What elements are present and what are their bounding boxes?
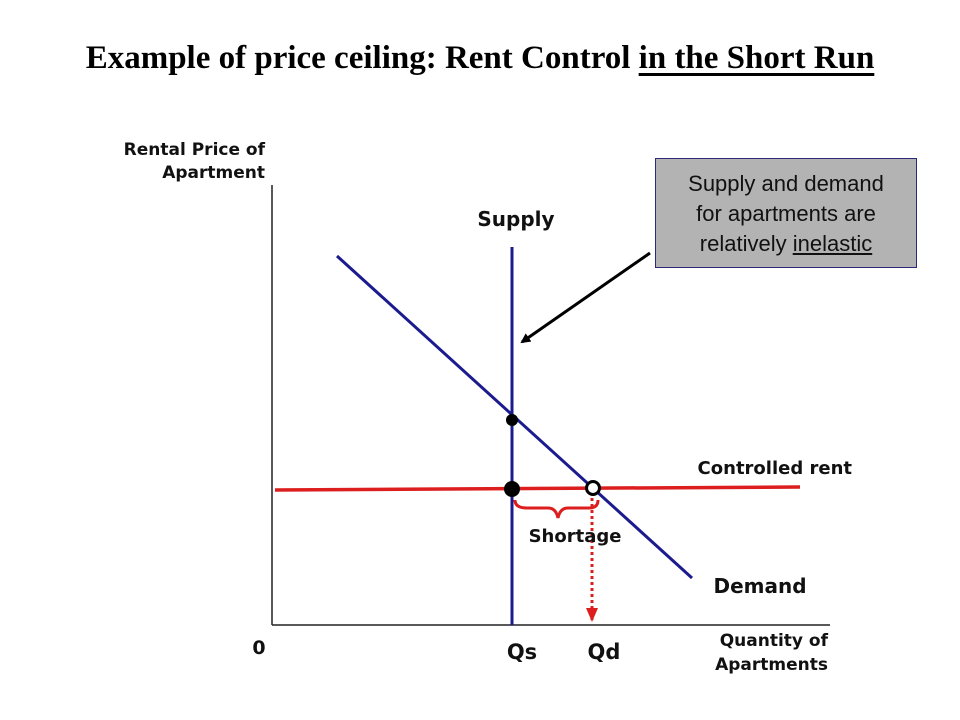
x-axis-label-line1: Quantity of bbox=[720, 631, 829, 651]
x-axis-label-line2: Apartments bbox=[715, 655, 828, 675]
note-line1: Supply and demand bbox=[688, 171, 884, 196]
equilibrium-point bbox=[506, 414, 518, 426]
origin-label: 0 bbox=[252, 637, 265, 659]
note-emphasis: inelastic bbox=[792, 231, 873, 256]
note-line3-prefix: relatively bbox=[699, 231, 793, 256]
qd-label: Qd bbox=[588, 640, 621, 664]
note-line3: relatively inelastic bbox=[656, 229, 916, 259]
supply-label: Supply bbox=[477, 207, 554, 231]
controlled-rent-label: Controlled rent bbox=[698, 458, 853, 479]
y-axis-label-line2: Apartment bbox=[162, 163, 265, 183]
note-pointer-arrow bbox=[520, 251, 651, 344]
note-line2: for apartments are bbox=[696, 201, 876, 226]
controlled-rent-line bbox=[274, 485, 801, 492]
demand-label: Demand bbox=[713, 574, 806, 598]
qs-label: Qs bbox=[507, 640, 537, 664]
shortage-brace bbox=[513, 499, 600, 519]
slide-title: Example of price ceiling: Rent Control i… bbox=[0, 40, 960, 77]
title-underlined: in the Short Run bbox=[638, 40, 875, 76]
shortage-label: Shortage bbox=[529, 526, 622, 547]
qs-point bbox=[504, 481, 520, 497]
qd-point bbox=[585, 480, 601, 496]
title-main: Example of price ceiling: Rent Control bbox=[85, 40, 631, 76]
elasticity-note: Supply and demand for apartments are rel… bbox=[655, 158, 917, 268]
y-axis-label-line1: Rental Price of bbox=[124, 140, 266, 160]
